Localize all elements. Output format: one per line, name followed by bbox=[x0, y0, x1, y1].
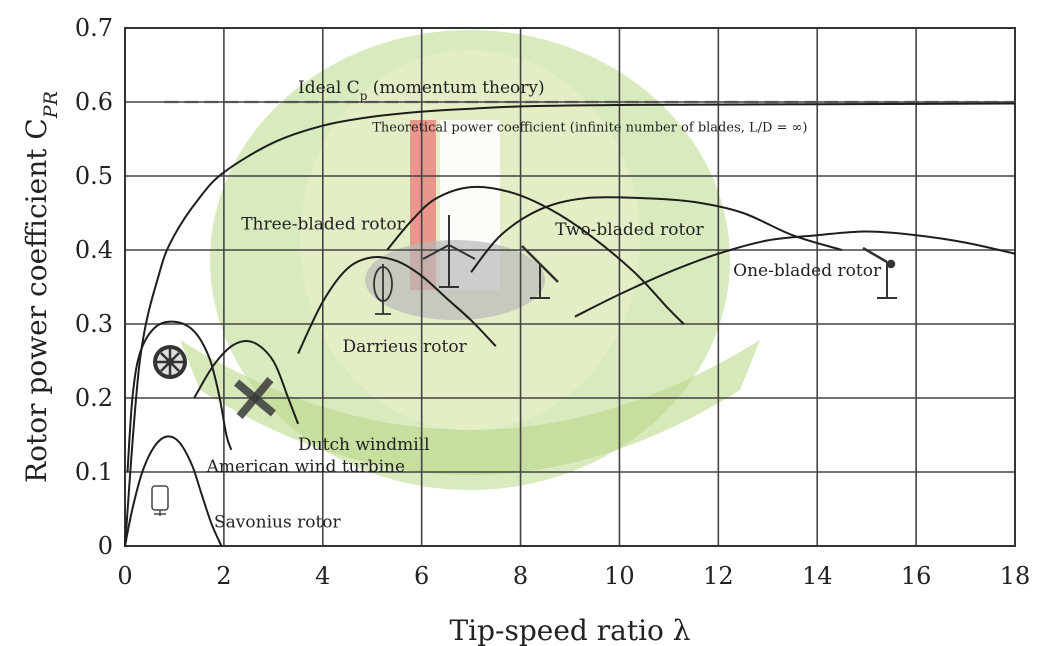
savonius-icon bbox=[151, 485, 169, 516]
axes: 0 2 4 6 8 10 12 14 16 18 0 0.1 0.2 0.3 0.4 0.5 0.6 0.7 Tip… bbox=[20, 14, 1030, 646]
darrieus-icon bbox=[373, 264, 393, 315]
two-bladed-label: Two-bladed rotor bbox=[555, 220, 704, 240]
theoretical-curve bbox=[124, 102, 1016, 547]
two-bladed-curve bbox=[470, 196, 843, 273]
x-tick-label: 12 bbox=[703, 562, 734, 590]
curves bbox=[124, 100, 1016, 547]
annotations: Ideal Cp (momentum theory) Theoretical po… bbox=[206, 78, 882, 532]
y-tick-label: 0.4 bbox=[75, 236, 113, 264]
x-tick-label: 18 bbox=[1000, 562, 1031, 590]
ideal-cp-label-subscript: p bbox=[360, 89, 368, 103]
ideal-cp-label-rest: (momentum theory) bbox=[367, 78, 544, 98]
x-tick-label: 8 bbox=[513, 562, 528, 590]
y-tick-label: 0.2 bbox=[75, 384, 113, 412]
y-axis-label-main: Rotor power coefficient C bbox=[20, 118, 53, 483]
y-axis-label-subscript: PR bbox=[40, 91, 62, 119]
darrieus-curve bbox=[297, 256, 497, 355]
grid bbox=[124, 27, 1016, 547]
savonius-curve bbox=[124, 435, 223, 547]
y-tick-label: 0.3 bbox=[75, 310, 113, 338]
one-bladed-curve bbox=[574, 230, 1016, 318]
rotor-icons bbox=[151, 215, 897, 516]
y-tick-label: 0.6 bbox=[75, 88, 113, 116]
three-bladed-curve bbox=[386, 185, 685, 325]
y-axis-label: Rotor power coefficient CPR bbox=[20, 91, 62, 483]
y-tick-label: 0 bbox=[98, 532, 113, 560]
plot-frame bbox=[124, 27, 1016, 547]
x-axis-label: Tip-speed ratio λ bbox=[449, 614, 690, 646]
x-tick-label: 16 bbox=[901, 562, 932, 590]
university-seal-watermark bbox=[180, 30, 760, 490]
ideal-cp-label: Ideal Cp (momentum theory) bbox=[298, 78, 545, 103]
three-blade-icon bbox=[422, 215, 476, 288]
one-bladed-label: One-bladed rotor bbox=[733, 261, 882, 281]
three-bladed-label: Three-bladed rotor bbox=[241, 214, 405, 234]
y-tick-label: 0.5 bbox=[75, 162, 113, 190]
dutch-windmill-label: Dutch windmill bbox=[298, 435, 430, 455]
x-tick-label: 0 bbox=[117, 562, 132, 590]
dutch-windmill-icon bbox=[234, 377, 276, 419]
two-blade-icon bbox=[521, 245, 559, 299]
x-tick-label: 10 bbox=[604, 562, 635, 590]
american-turbine-label: American wind turbine bbox=[206, 457, 405, 477]
darrieus-label: Darrieus rotor bbox=[343, 337, 468, 357]
x-tick-label: 2 bbox=[216, 562, 231, 590]
y-tick-label: 0.1 bbox=[75, 458, 113, 486]
american-turbine-curve bbox=[126, 320, 233, 473]
savonius-label: Savonius rotor bbox=[214, 513, 342, 533]
x-tick-label: 4 bbox=[315, 562, 330, 590]
one-blade-icon bbox=[862, 246, 897, 299]
x-tick-label: 6 bbox=[414, 562, 429, 590]
american-turbine-icon bbox=[153, 345, 187, 379]
x-tick-label: 14 bbox=[802, 562, 833, 590]
ideal-cp-label-main: Ideal C bbox=[298, 78, 360, 98]
y-tick-label: 0.7 bbox=[75, 14, 113, 42]
theoretical-curve-label: Theoretical power coefficient (infinite … bbox=[372, 121, 807, 136]
dutch-windmill-curve bbox=[193, 340, 300, 425]
